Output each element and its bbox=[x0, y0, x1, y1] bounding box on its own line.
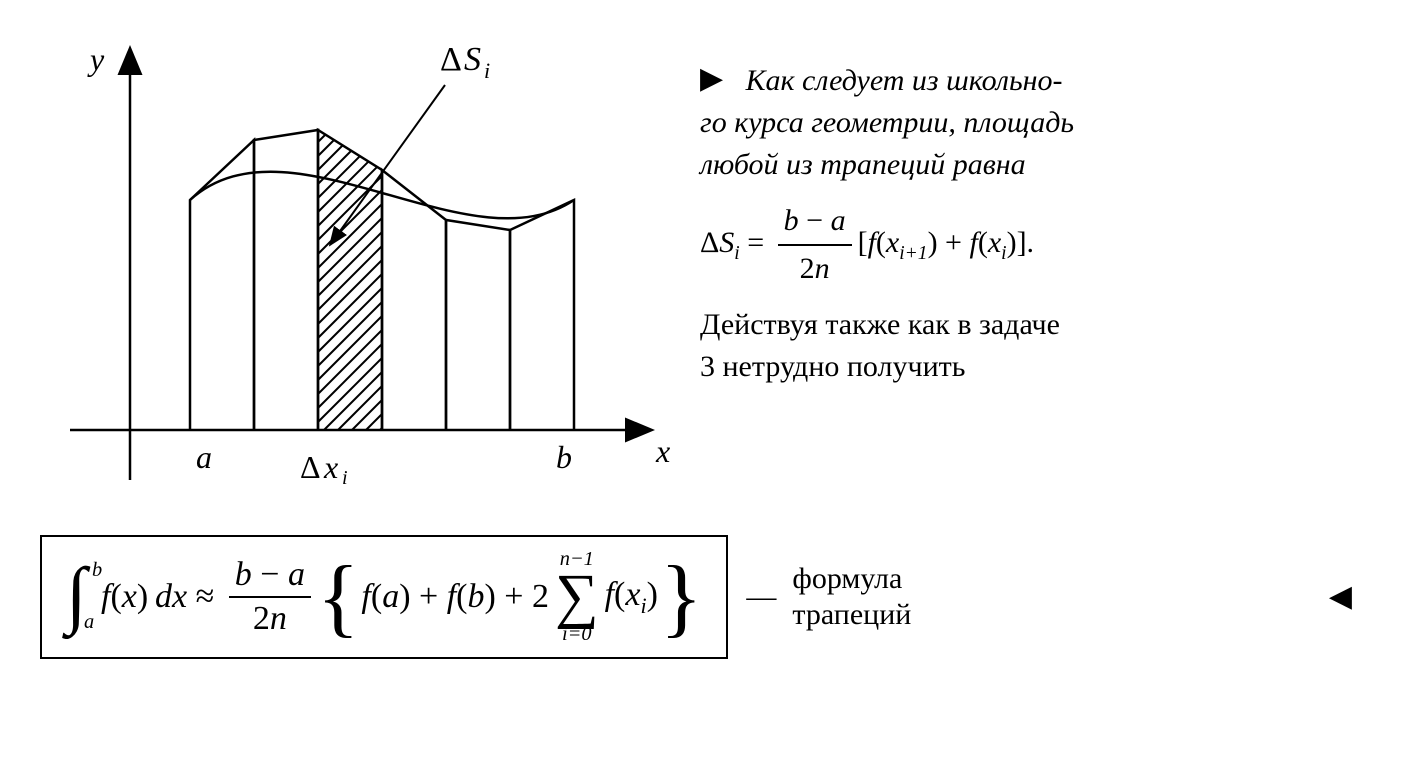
emdash: — bbox=[746, 580, 776, 614]
intro-line-1: Как следует из школьно- bbox=[746, 64, 1063, 97]
explanation-text: ▶ Как следует из школьно- го курса геоме… bbox=[700, 30, 1372, 402]
top-row: yxabΔxiΔSi ▶ Как следует из школьно- го … bbox=[40, 30, 1372, 505]
intro-line-3: любой из трапеций равна bbox=[700, 148, 1026, 181]
svg-text:Δ: Δ bbox=[440, 41, 462, 78]
end-triangle-icon: ◀ bbox=[1329, 579, 1372, 614]
svg-text:S: S bbox=[464, 41, 481, 78]
trapezoid-rule-formula: ∫ b a f(x) dx ≈ b − a 2n { f(a) + f(b) +… bbox=[40, 535, 728, 659]
svg-text:x: x bbox=[323, 449, 338, 485]
svg-text:b: b bbox=[556, 439, 572, 475]
boxed-formula-row: ∫ b a f(x) dx ≈ b − a 2n { f(a) + f(b) +… bbox=[40, 535, 1372, 659]
intro-line-2: го курса геометрии, площадь bbox=[700, 106, 1074, 139]
svg-text:i: i bbox=[342, 467, 348, 489]
trapezoid-area-formula: ΔSi = b − a 2n [f(xi+1) + f(xi)]. bbox=[700, 200, 1034, 290]
bullet-icon: ▶ bbox=[700, 58, 723, 100]
svg-text:a: a bbox=[196, 439, 212, 475]
svg-text:y: y bbox=[87, 41, 105, 77]
trapezoid-diagram: yxabΔxiΔSi bbox=[40, 30, 680, 505]
svg-text:x: x bbox=[655, 433, 670, 469]
formula-label: — формула трапеций bbox=[746, 561, 911, 633]
after-line-2: 3 нетрудно получить bbox=[700, 350, 965, 383]
svg-text:i: i bbox=[484, 58, 490, 83]
svg-text:Δ: Δ bbox=[300, 449, 321, 485]
after-line-1: Действуя также как в задаче bbox=[700, 308, 1060, 341]
